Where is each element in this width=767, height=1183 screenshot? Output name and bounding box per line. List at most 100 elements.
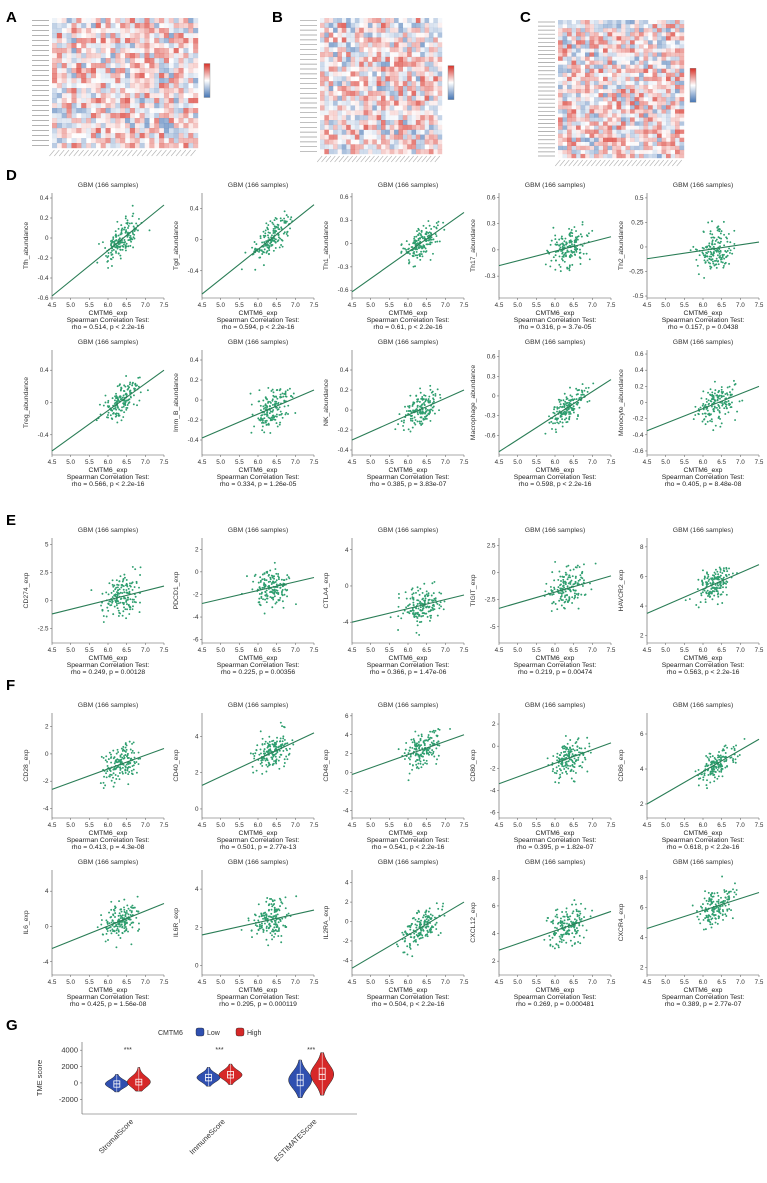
scatter-point (558, 400, 561, 403)
heatmap-cell (149, 103, 155, 109)
scatter-point (438, 409, 440, 412)
heatmap-cell (679, 20, 685, 25)
heatmap-cell (139, 58, 145, 64)
heatmap-cell (607, 101, 613, 106)
heatmap-cell (115, 128, 121, 134)
heatmap-cell (350, 134, 356, 140)
heatmap-cell (607, 141, 613, 147)
heatmap-cell (634, 44, 640, 49)
heatmap-cell (437, 71, 443, 77)
scatter-point (120, 386, 123, 389)
heatmap-cell (607, 60, 613, 65)
heatmap-cell (100, 123, 106, 129)
heatmap-col-label-mark (591, 159, 597, 167)
heatmap-cell (585, 52, 590, 57)
heatmap-cell (415, 56, 421, 62)
scatter-point (568, 232, 571, 235)
scatter-point (436, 240, 439, 243)
heatmap-cell (90, 68, 96, 74)
scatter-point (572, 405, 575, 408)
heatmap-cell (407, 56, 412, 62)
scatter-point (712, 254, 715, 257)
heatmap-cell (100, 143, 106, 149)
scatter-point (131, 565, 134, 568)
scatter-point (259, 237, 262, 240)
heatmap-color-legend (203, 63, 211, 98)
scatter-point (420, 250, 423, 253)
scatter-point (127, 227, 129, 229)
heatmap-cell (657, 133, 662, 138)
heatmap-cell (139, 123, 145, 129)
heatmap-cell (341, 90, 347, 96)
heatmap-cell (657, 56, 662, 61)
heatmap-cell (670, 101, 676, 106)
heatmap-cell (159, 93, 165, 99)
scatter-point (252, 580, 255, 583)
heatmap-cell (154, 58, 160, 64)
heatmap-cell (389, 105, 395, 111)
heatmap-cell (324, 86, 329, 92)
scatter-point (580, 396, 582, 399)
heatmap-cell (385, 115, 390, 121)
scatter-point (110, 253, 113, 256)
heatmap-cell (389, 134, 395, 140)
heatmap-cell (183, 68, 188, 73)
scatter-point (123, 243, 125, 246)
heatmap-cell (125, 123, 131, 129)
heatmap-cell (129, 118, 135, 124)
scatter-point (131, 231, 134, 233)
heatmap-cell (598, 109, 604, 114)
heatmap-cell (154, 103, 160, 109)
heatmap-cell (76, 138, 82, 144)
heatmap-cell (376, 61, 382, 67)
heatmap-cell (372, 149, 377, 155)
stat-result: rho = 0.514, p < 2.2e-16 (72, 324, 145, 331)
scatter-point (427, 398, 430, 401)
scatter-point (429, 411, 431, 414)
heatmap-cell (359, 47, 364, 53)
heatmap-cell (407, 86, 412, 92)
heatmap-cell (411, 120, 417, 126)
heatmap-cell (376, 129, 382, 135)
heatmap-cell (120, 118, 126, 124)
heatmap-cell (363, 71, 369, 77)
heatmap-cell (576, 141, 581, 147)
heatmap-cell (105, 38, 111, 44)
heatmap-cell (558, 89, 563, 94)
heatmap-cell (367, 86, 373, 92)
heatmap-cell (625, 109, 631, 114)
heatmap-cell (337, 32, 342, 38)
scatter-point (733, 383, 736, 386)
heatmap-cell (389, 66, 395, 72)
heatmap-cell (183, 43, 189, 49)
heatmap-cell (381, 71, 386, 77)
scatter-point (135, 582, 138, 584)
heatmap-cell (354, 110, 360, 116)
heatmap-cell (598, 149, 604, 155)
heatmap-cell (394, 149, 399, 155)
heatmap-cell (105, 18, 111, 24)
heatmap-cell (66, 63, 72, 69)
heatmap-cell (105, 43, 111, 49)
heatmap-cell (178, 93, 184, 99)
heatmap-cell (71, 18, 77, 24)
heatmap-cell (437, 32, 443, 38)
scatter-point (264, 232, 267, 235)
heatmap-cell (670, 68, 676, 73)
heatmap-cell (567, 109, 572, 114)
y-tick-label: -2.5 (38, 625, 49, 632)
y-tick-label: 0.25 (631, 219, 644, 226)
heatmap-cell (346, 66, 351, 72)
scatter-point (415, 235, 418, 238)
scatter-point (123, 573, 126, 576)
heatmap-cell (337, 66, 342, 72)
heatmap-cell (328, 139, 334, 145)
scatter-point (283, 400, 286, 403)
heatmap-cell (433, 124, 438, 130)
heatmap-cell (341, 81, 347, 87)
heatmap-cell (56, 23, 62, 29)
heatmap-cell (589, 101, 595, 106)
heatmap-cell (359, 66, 364, 72)
heatmap-cell (415, 115, 421, 121)
heatmap-cell (129, 48, 135, 54)
